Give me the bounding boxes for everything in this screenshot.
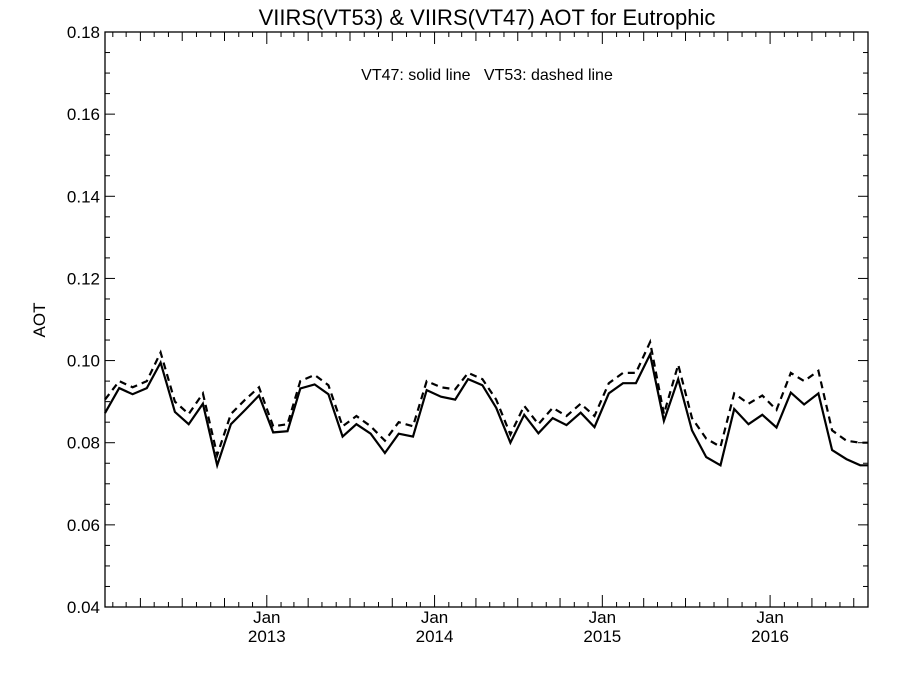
y-tick-label: 0.16 [67, 105, 100, 124]
series-layer [104, 338, 868, 470]
line-style-annotation: VT47: solid line VT53: dashed line [361, 67, 613, 84]
y-tick-label: 0.04 [67, 598, 100, 617]
series-line-vt47 [104, 351, 868, 470]
x-tick-label-month: Jan [589, 608, 616, 627]
x-tick-label-year: 2015 [583, 627, 621, 646]
y-tick-label: 0.14 [67, 187, 100, 206]
y-axis: 0.04 0.06 0.08 0.10 0.12 0.14 0.16 0.18 [67, 23, 868, 617]
series-line-vt53 [104, 338, 868, 460]
x-tick-label-year: 2013 [248, 627, 286, 646]
y-tick-label: 0.08 [67, 434, 100, 453]
y-tick-label: 0.10 [67, 352, 100, 371]
y-axis-label: AOT [30, 303, 49, 338]
y-tick-label: 0.06 [67, 516, 100, 535]
x-tick-label-year: 2014 [416, 627, 454, 646]
chart-title: VIIRS(VT53) & VIIRS(VT47) AOT for Eutrop… [259, 5, 716, 30]
y-tick-label: 0.12 [67, 269, 100, 288]
x-tick-label-month: Jan [756, 608, 783, 627]
x-tick-label-month: Jan [421, 608, 448, 627]
x-tick-label-month: Jan [253, 608, 280, 627]
plot-frame [104, 31, 869, 608]
y-tick-label: 0.18 [67, 23, 100, 42]
x-tick-label-year: 2016 [751, 627, 789, 646]
